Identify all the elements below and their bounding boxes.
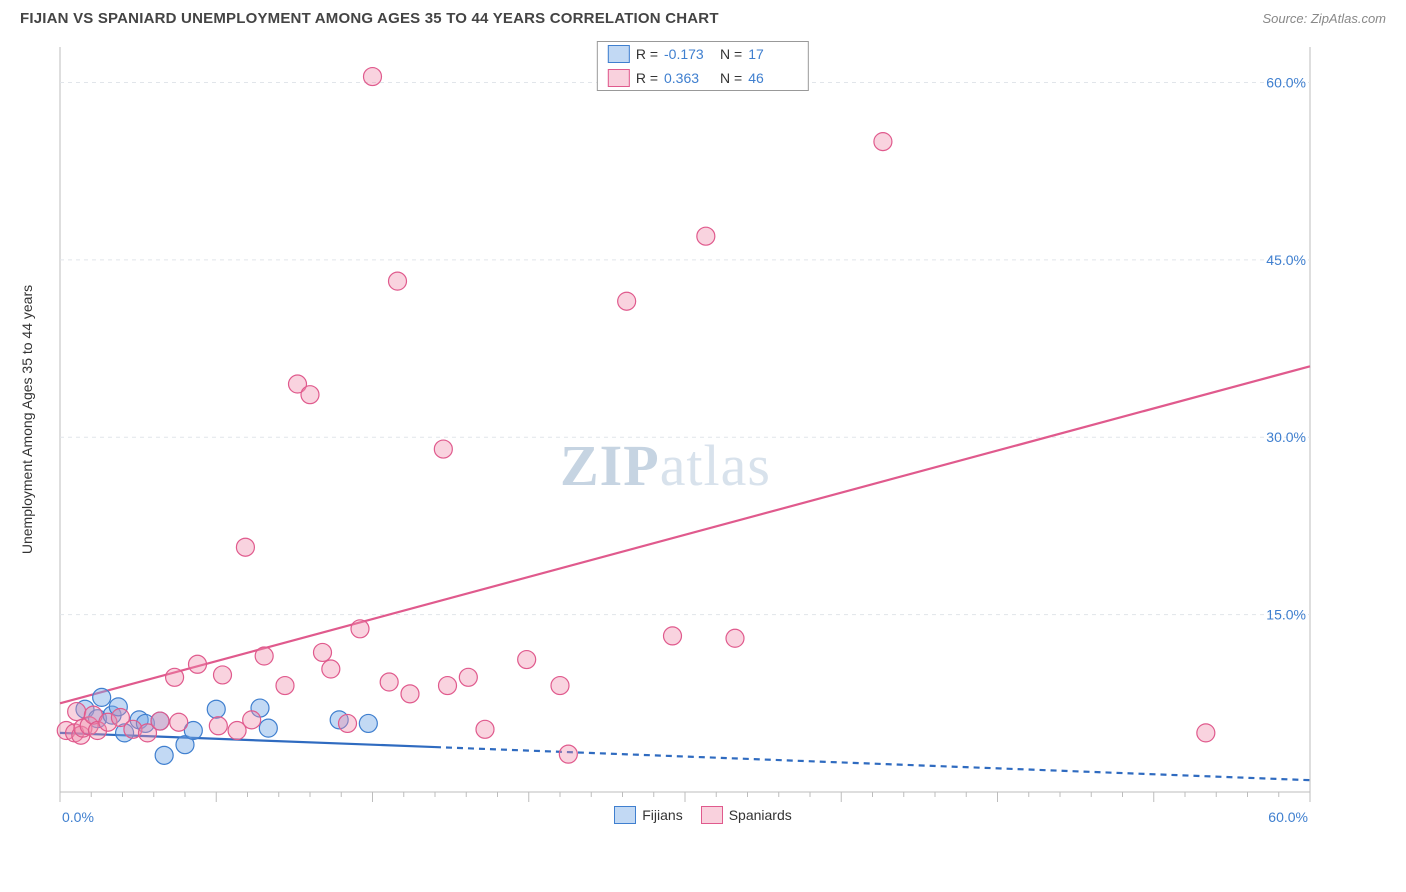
svg-text:30.0%: 30.0%	[1266, 429, 1306, 445]
stats-row: R = 0.363 N = 46	[598, 66, 808, 90]
legend-item: Spaniards	[701, 806, 792, 824]
r-label: R =	[636, 46, 658, 62]
svg-text:60.0%: 60.0%	[1266, 74, 1306, 90]
chart-title: FIJIAN VS SPANIARD UNEMPLOYMENT AMONG AG…	[20, 10, 719, 27]
stats-legend: R = -0.173 N = 17 R = 0.363 N = 46	[597, 41, 809, 91]
svg-text:45.0%: 45.0%	[1266, 252, 1306, 268]
n-label: N =	[720, 70, 742, 86]
legend-label: Spaniards	[729, 807, 792, 823]
swatch-pink-icon	[608, 69, 630, 87]
n-label: N =	[720, 46, 742, 62]
r-label: R =	[636, 70, 658, 86]
swatch-blue-icon	[614, 806, 636, 824]
legend-label: Fijians	[642, 807, 682, 823]
svg-text:15.0%: 15.0%	[1266, 607, 1306, 623]
r-value: -0.173	[664, 46, 714, 62]
swatch-pink-icon	[701, 806, 723, 824]
series-legend: Fijians Spaniards	[20, 806, 1386, 824]
n-value: 46	[748, 70, 798, 86]
stats-row: R = -0.173 N = 17	[598, 42, 808, 66]
n-value: 17	[748, 46, 798, 62]
scatter-chart: 15.0%30.0%45.0%60.0%0.0%60.0%Unemploymen…	[20, 37, 1350, 827]
r-value: 0.363	[664, 70, 714, 86]
swatch-blue-icon	[608, 45, 630, 63]
svg-text:Unemployment Among Ages 35 to: Unemployment Among Ages 35 to 44 years	[20, 285, 35, 554]
source-label: Source: ZipAtlas.com	[1262, 11, 1386, 26]
chart-container: 15.0%30.0%45.0%60.0%0.0%60.0%Unemploymen…	[20, 37, 1386, 832]
legend-item: Fijians	[614, 806, 682, 824]
